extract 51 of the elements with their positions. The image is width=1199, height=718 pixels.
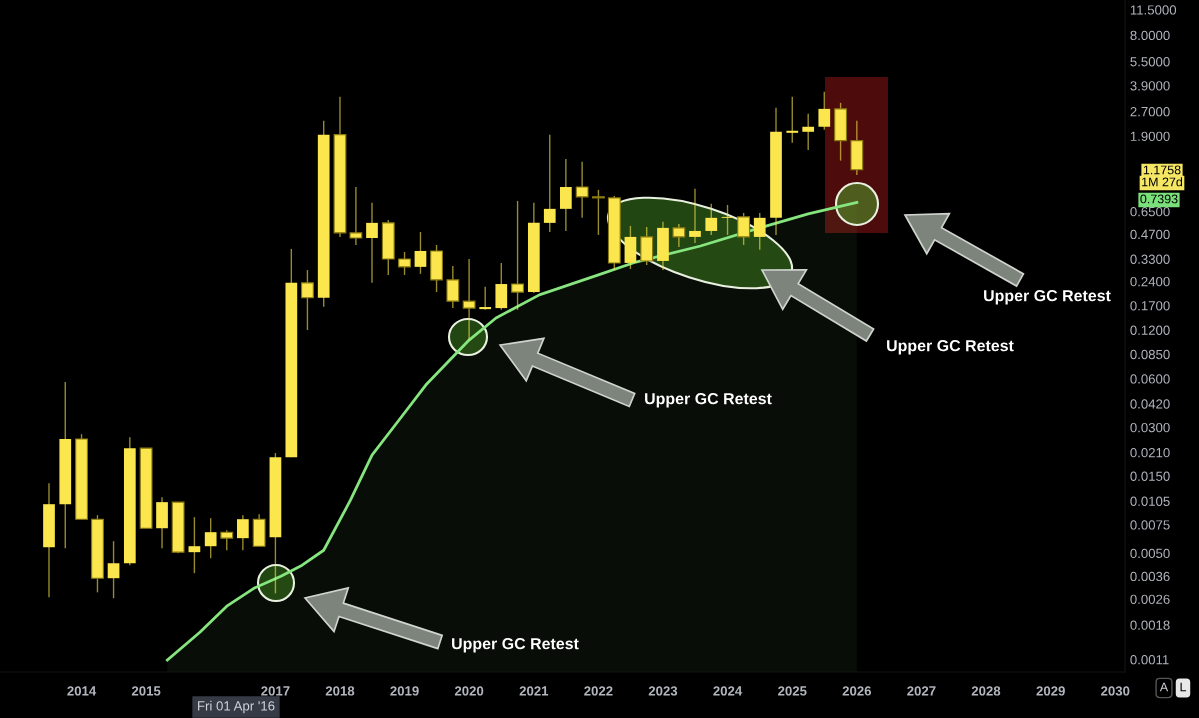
- y-tick-label: 0.1200: [1130, 325, 1170, 335]
- y-tick-label: 0.0210: [1130, 447, 1170, 458]
- text: 1.1758: [1143, 165, 1181, 175]
- y-tick-label: 0.4700: [1130, 229, 1170, 240]
- y-tick-label: 5.5000: [1130, 57, 1170, 67]
- x-tick-label: 2017: [261, 686, 290, 696]
- y-tick-label: 0.0105: [1130, 496, 1170, 506]
- text: 1M 27d: [1142, 177, 1183, 187]
- y-tick-label: 0.6500: [1130, 206, 1170, 217]
- x-tick-label: 2023: [648, 686, 678, 696]
- text: A: [1159, 682, 1169, 692]
- y-tick-label: 0.1700: [1130, 301, 1170, 311]
- x-tick-label: 2022: [584, 686, 613, 696]
- y-tick-label: 0.0420: [1130, 399, 1170, 409]
- x-tick-label: 2020: [454, 686, 484, 696]
- annotation: Upper GC Retest: [452, 637, 579, 653]
- y-tick-label: 0.0036: [1130, 571, 1170, 582]
- x-tick-label: 2030: [1101, 686, 1130, 696]
- x-tick-label: 2027: [907, 686, 936, 696]
- y-tick-label: 0.0011: [1130, 655, 1169, 665]
- y-tick-label: 0.0018: [1130, 620, 1170, 630]
- x-tick-label: 2029: [1036, 686, 1065, 696]
- y-tick-label: 0.0300: [1130, 422, 1170, 433]
- x-tick-label: 2018: [325, 686, 355, 696]
- y-tick-label: 11.5000: [1130, 5, 1177, 15]
- text: L: [1180, 682, 1187, 692]
- y-tick-label: 2.7000: [1130, 106, 1170, 117]
- x-tick-label: 2019: [390, 686, 419, 696]
- y-tick-label: 1.9000: [1130, 131, 1170, 141]
- y-tick-label: 0.0600: [1130, 374, 1170, 384]
- text: Fri 01 Apr '16: [198, 700, 275, 714]
- y-tick-label: 0.0850: [1130, 349, 1170, 360]
- y-tick-label: 3.9000: [1130, 81, 1170, 91]
- annotation: Upper GC Retest: [645, 392, 772, 408]
- x-tick-label: 2024: [713, 686, 743, 696]
- y-tick-label: 8.0000: [1130, 30, 1170, 41]
- x-tick-label: 2015: [131, 686, 161, 696]
- y-tick-label: 0.0050: [1130, 548, 1170, 559]
- x-tick-label: 2025: [778, 686, 807, 696]
- y-tick-label: 0.0150: [1130, 471, 1170, 481]
- y-tick-label: 0.2400: [1130, 276, 1170, 287]
- x-tick-label: 2021: [519, 686, 549, 696]
- annotation: Upper GC Retest: [984, 289, 1111, 305]
- y-tick-label: 0.0026: [1130, 594, 1170, 604]
- annotation: Upper GC Retest: [887, 339, 1014, 355]
- x-tick-label: 2028: [971, 686, 1001, 696]
- x-tick-label: 2014: [67, 686, 97, 696]
- y-tick-label: 0.3300: [1130, 254, 1170, 264]
- x-tick-label: 2026: [842, 686, 872, 696]
- text: 0.7393: [1140, 194, 1178, 204]
- y-tick-label: 0.0075: [1130, 520, 1170, 530]
